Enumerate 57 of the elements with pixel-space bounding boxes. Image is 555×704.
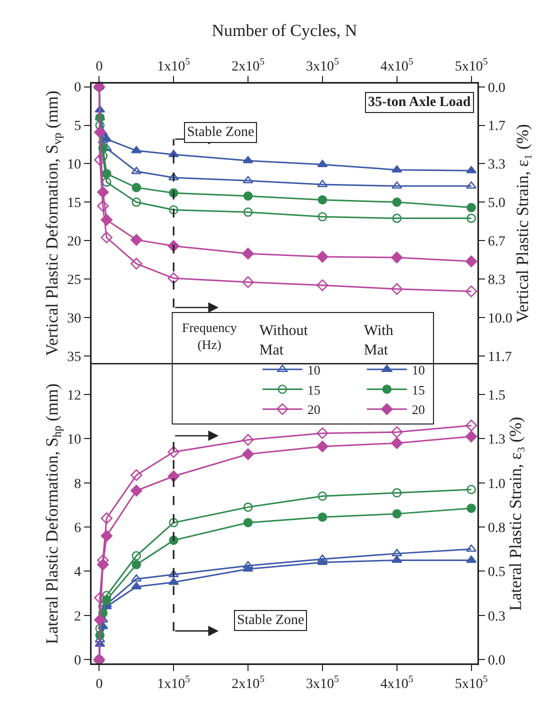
legend-label: 15 xyxy=(307,382,320,398)
y-tick-label: 10 xyxy=(67,432,82,448)
y-tick-label: 5 xyxy=(74,119,82,134)
x-tick-label: 3x10$^{5}$ xyxy=(306,674,340,692)
y2-tick-label: 0.0 xyxy=(488,80,506,96)
legend-label: 20 xyxy=(307,402,320,418)
y-tick-label: 25 xyxy=(67,272,82,288)
x-tick-label: 2x10$^{5}$ xyxy=(232,674,265,692)
legend-label: 10 xyxy=(307,362,320,378)
y2-tick-label: 10.0 xyxy=(488,311,512,326)
x-tick-label: 2x10$^{5}$ xyxy=(232,56,265,74)
y2-tick-label: 0.3 xyxy=(488,609,506,624)
y-tick-label: 8 xyxy=(74,476,82,492)
y-tick-label: 0 xyxy=(74,653,82,668)
y-tick-label: 20 xyxy=(67,234,82,250)
x-tick-label: 0 xyxy=(96,59,103,74)
y2-axis-title: Vertical Plastic Strain, ε₁ (%) xyxy=(512,124,532,323)
y-tick-label: 2 xyxy=(74,609,82,624)
y2-tick-label: 3.3 xyxy=(488,158,506,173)
y-tick-label: 10 xyxy=(67,158,82,173)
y2-tick-label: 6.7 xyxy=(488,234,506,250)
x-tick-label: 3x10$^{5}$ xyxy=(306,56,340,74)
y2-tick-label: 0.8 xyxy=(488,520,506,536)
x-tick-label: 5x10$^{5}$ xyxy=(454,56,488,74)
legend-title: Frequency (Hz) xyxy=(182,320,238,352)
y2-tick-label: 1.7 xyxy=(488,119,506,134)
ref-line-label: Stable Zone xyxy=(187,125,254,140)
x-tick-label: 4x10$^{5}$ xyxy=(380,674,414,692)
y-tick-label: 6 xyxy=(74,520,82,536)
y2-tick-label: 0.5 xyxy=(488,565,506,580)
y-tick-label: 0 xyxy=(74,80,82,96)
x-tick-label: 4x10$^{5}$ xyxy=(380,56,414,74)
x-axis-title: Number of Cycles, N xyxy=(212,20,358,40)
annotation: With Mat xyxy=(364,322,394,358)
x-tick-label: 0 xyxy=(96,676,103,692)
y2-tick-label: 11.7 xyxy=(488,350,512,365)
y-tick-label: 4 xyxy=(74,565,82,580)
y-tick-label: 12 xyxy=(67,388,82,404)
legend-label: 10 xyxy=(412,362,425,378)
x-tick-label: 5x10$^{5}$ xyxy=(454,674,488,692)
y2-tick-label: 5.0 xyxy=(488,196,506,212)
y2-tick-label: 8.3 xyxy=(488,272,506,288)
legend-label: 20 xyxy=(412,402,425,418)
annotation: Without Mat xyxy=(259,322,309,358)
y-tick-label: 35 xyxy=(67,350,82,365)
x-tick-label: 1x10$^{5}$ xyxy=(157,674,190,692)
y2-tick-label: 1.3 xyxy=(488,432,506,448)
annotation: 35-ton Axle Load xyxy=(368,95,471,110)
y2-tick-label: 0.0 xyxy=(488,653,506,668)
y2-axis-title: Lateral Plastic Strain, ε₃ (%) xyxy=(506,416,525,611)
y2-tick-label: 1.5 xyxy=(488,388,506,404)
x-tick-label: 1x10$^{5}$ xyxy=(157,56,190,74)
y-tick-label: 30 xyxy=(67,311,82,326)
y2-tick-label: 1.0 xyxy=(488,476,506,492)
legend-label: 15 xyxy=(412,382,425,398)
y-tick-label: 15 xyxy=(67,196,82,212)
ref-line-label: Stable Zone xyxy=(237,613,304,628)
